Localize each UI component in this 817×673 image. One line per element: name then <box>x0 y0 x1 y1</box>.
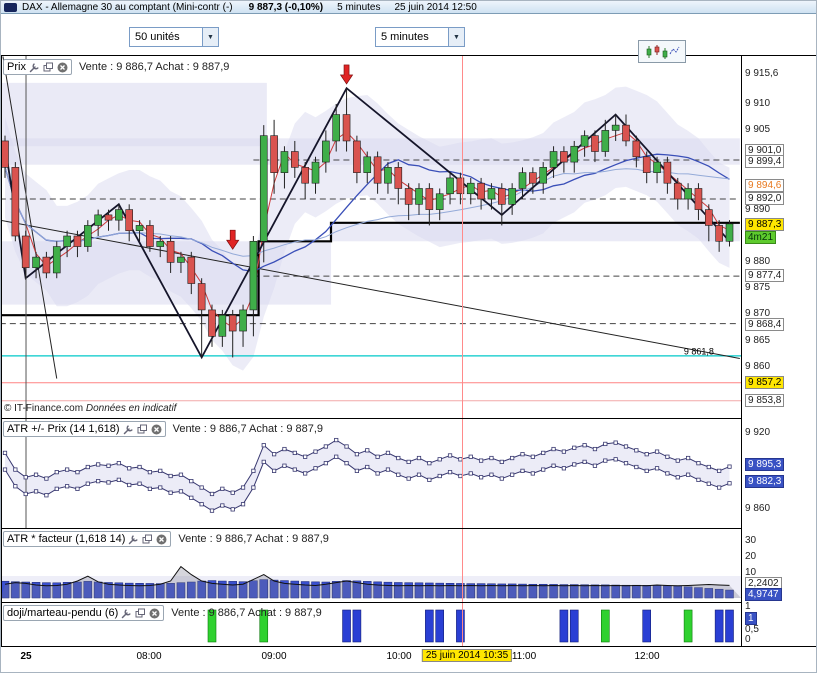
bid-ask-quote: Vente : 9 886,7 Achat : 9 887,9 <box>172 423 324 435</box>
detach-window-icon[interactable] <box>43 62 54 73</box>
candlestick-icon <box>644 44 680 60</box>
axis-label: 10 <box>745 567 757 578</box>
axis-label: 9 899,4 <box>745 155 785 168</box>
atr-factor-indicator-canvas[interactable] <box>1 528 741 602</box>
axis-label: 9 915,6 <box>745 68 779 79</box>
units-select[interactable]: 50 unités ▼ <box>129 27 219 47</box>
chart-left-border <box>1 56 2 646</box>
axis-label: 9 865 <box>745 335 771 346</box>
panel-separator[interactable] <box>1 418 816 419</box>
doji-panel-header: doji/marteau-pendu (6) Vente : 9 886,7 A… <box>3 605 322 621</box>
last-price: 9 887,3 (-0,10%) <box>248 1 324 13</box>
timeframe-text: 5 minutes <box>337 1 381 13</box>
axis-label: 1 <box>745 612 757 625</box>
detach-window-icon[interactable] <box>135 608 146 619</box>
panel-title: Prix <box>7 61 26 73</box>
chevron-down-icon: ▼ <box>448 28 464 46</box>
axis-label: 4m21 <box>745 231 777 244</box>
settings-wrench-icon[interactable] <box>128 534 139 545</box>
axis-label: 4,9747 <box>745 588 782 601</box>
axis-label: 9 920 <box>745 427 771 438</box>
axis-label: 9 887,3 <box>745 218 785 231</box>
axis-label: 9 870 <box>745 308 771 319</box>
chevron-down-icon: ▼ <box>202 28 218 46</box>
panel-separator[interactable] <box>1 528 816 529</box>
axis-label: 20 <box>745 551 757 562</box>
detach-window-icon[interactable] <box>142 534 153 545</box>
axis-label: 9 890 <box>745 204 771 215</box>
title-bar: DAX - Allemagne 30 au comptant (Mini-con… <box>1 1 816 14</box>
atr-factor-panel-header: ATR * facteur (1,618 14) Vente : 9 886,7… <box>3 531 329 547</box>
panel-header-box[interactable]: ATR * facteur (1,618 14) <box>3 531 172 547</box>
bid-ask-quote: Vente : 9 886,7 Achat : 9 887,9 <box>78 61 230 73</box>
axis-label: 9 882,3 <box>745 475 785 488</box>
panel-header-box[interactable]: doji/marteau-pendu (6) <box>3 605 165 621</box>
panel-separator <box>1 646 816 647</box>
units-select-value: 50 unités <box>135 31 180 43</box>
copyright-text: © IT-Finance.com Données en indicatif <box>4 403 177 414</box>
axis-label: 9 910 <box>745 98 771 109</box>
axis-label: 0,5 <box>745 624 759 635</box>
time-label: 11:00 <box>511 651 537 662</box>
price-chart-canvas[interactable]: 9 861,8 <box>1 56 741 418</box>
datetime-text: 25 juin 2014 12:50 <box>394 1 477 13</box>
chart-style-button[interactable] <box>638 40 686 63</box>
atr-price-indicator-canvas[interactable] <box>1 418 741 528</box>
settings-wrench-icon[interactable] <box>121 608 132 619</box>
crosshair-vertical-line <box>462 56 463 646</box>
panel-title: ATR +/- Prix (14 1,618) <box>7 423 120 435</box>
bid-ask-quote: Vente : 9 886,7 Achat : 9 887,9 <box>178 533 329 545</box>
axis-label: 9 853,8 <box>745 394 785 407</box>
axis-label: 9 860 <box>745 361 771 372</box>
axis-label: 9 868,4 <box>745 318 785 331</box>
panel-header-box[interactable]: ATR +/- Prix (14 1,618) <box>3 421 166 437</box>
axis-label: 9 905 <box>745 124 771 135</box>
time-label: 09:00 <box>261 651 287 662</box>
doji-indicator-canvas[interactable] <box>1 602 741 646</box>
axis-label: 9 875 <box>745 282 771 293</box>
axis-label: 9 860 <box>745 503 771 514</box>
panel-separator[interactable] <box>1 602 816 603</box>
axis-label: 9 857,2 <box>745 376 785 389</box>
svg-text:9 861,8: 9 861,8 <box>684 346 714 356</box>
toolbar: 50 unités ▼ 5 minutes ▼ <box>1 15 816 63</box>
axis-label: 9 880 <box>745 256 771 267</box>
axis-label: 1 <box>745 601 751 612</box>
close-icon[interactable] <box>57 62 68 73</box>
time-label: 10:00 <box>386 651 412 662</box>
close-icon[interactable] <box>149 608 160 619</box>
timeframe-select[interactable]: 5 minutes ▼ <box>375 27 465 47</box>
panel-header-box[interactable]: Prix <box>3 59 72 75</box>
axis-label: 9 895,3 <box>745 458 785 471</box>
panel-title: doji/marteau-pendu (6) <box>7 607 119 619</box>
axis-label: 9 877,4 <box>745 269 785 282</box>
axis-label: 9 894,6 <box>745 179 785 192</box>
timeframe-select-value: 5 minutes <box>381 31 429 43</box>
price-panel-header: Prix Vente : 9 886,7 Achat : 9 887,9 <box>3 59 229 75</box>
time-label: 08:00 <box>136 651 162 662</box>
panel-title: ATR * facteur (1,618 14) <box>7 533 126 545</box>
time-label: 25 <box>20 651 32 662</box>
settings-wrench-icon[interactable] <box>29 62 40 73</box>
instrument-title: DAX - Allemagne 30 au comptant (Mini-con… <box>22 1 233 13</box>
crosshair-time-badge: 25 juin 2014 10:35 <box>421 649 513 662</box>
settings-wrench-icon[interactable] <box>123 424 134 435</box>
time-axis[interactable]: 25 08:00 09:00 10:00 11:00 12:00 25 juin 2014 … <box>1 647 816 667</box>
bid-ask-quote: Vente : 9 886,7 Achat : 9 887,9 <box>171 607 322 619</box>
detach-window-icon[interactable] <box>137 424 148 435</box>
price-axis[interactable]: 9 915,6 9 910 9 905 9 901,0 9 899,4 9 894,6 9 … <box>741 56 816 646</box>
axis-label: 9 892,0 <box>745 192 785 205</box>
axis-label: 30 <box>745 535 757 546</box>
close-icon[interactable] <box>156 534 167 545</box>
time-label: 12:00 <box>634 651 660 662</box>
axis-label: 0 <box>745 634 751 645</box>
atr-panel-header: ATR +/- Prix (14 1,618) Vente : 9 886,7 … <box>3 421 323 437</box>
close-icon[interactable] <box>151 424 162 435</box>
app-icon <box>4 2 17 12</box>
